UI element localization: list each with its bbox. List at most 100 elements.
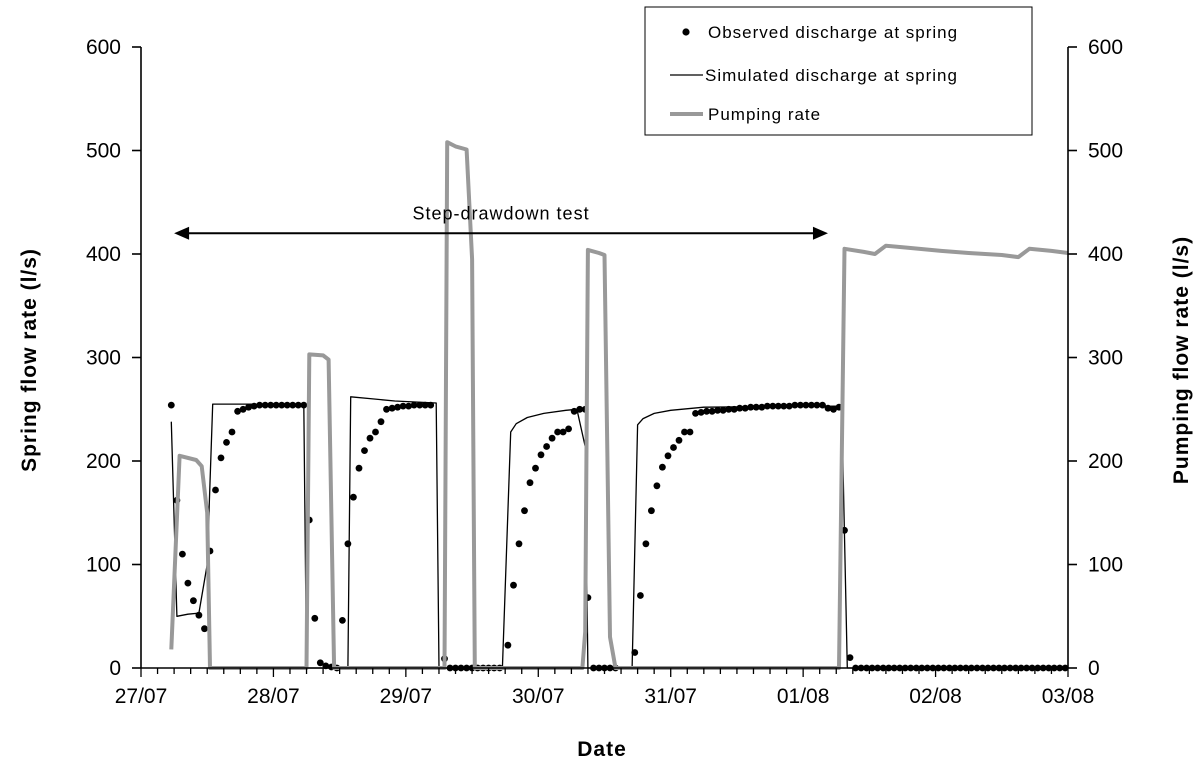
annotation-arrowhead-right bbox=[812, 226, 828, 240]
y-axis-left-title: Spring flow rate (l/s) bbox=[18, 248, 41, 472]
observed-point bbox=[846, 654, 854, 661]
observed-point bbox=[532, 464, 539, 472]
y-tick-label-left: 400 bbox=[86, 243, 121, 266]
x-tick-label: 27/07 bbox=[115, 685, 168, 708]
observed-point bbox=[543, 443, 550, 450]
x-tick-label: 02/08 bbox=[909, 685, 962, 708]
observed-point bbox=[350, 493, 357, 501]
series-simulated-line bbox=[170, 396, 1068, 669]
observed-point bbox=[708, 407, 716, 415]
observed-point bbox=[548, 434, 556, 442]
x-tick-label: 29/07 bbox=[380, 685, 433, 708]
y-tick-label-right: 600 bbox=[1088, 36, 1123, 59]
observed-point bbox=[184, 579, 192, 587]
observed-point bbox=[311, 614, 319, 622]
legend-simulated-label: Simulated discharge at spring bbox=[705, 66, 958, 85]
observed-point bbox=[559, 428, 567, 436]
observed-point bbox=[179, 550, 186, 558]
observed-point bbox=[272, 401, 280, 409]
observed-point bbox=[526, 479, 534, 487]
y-axis-right-title: Pumping flow rate (l/s) bbox=[1170, 236, 1193, 484]
observed-point bbox=[686, 428, 694, 436]
observed-point bbox=[421, 401, 429, 409]
x-tick-label: 01/08 bbox=[777, 685, 830, 708]
observed-point bbox=[653, 482, 661, 490]
observed-point bbox=[670, 444, 677, 451]
axes: 0 0 100 100 200 200 300 300 400 400 500 500 600 600 27… bbox=[86, 36, 1123, 708]
observed-point bbox=[416, 401, 424, 409]
observed-point bbox=[399, 402, 407, 410]
observed-point bbox=[294, 401, 302, 409]
observed-point bbox=[261, 401, 269, 409]
series-observed-markers bbox=[167, 401, 1069, 672]
y-tick-label-left: 0 bbox=[109, 657, 121, 680]
observed-point bbox=[642, 540, 650, 548]
observed-point bbox=[692, 410, 699, 417]
observed-point bbox=[719, 406, 727, 414]
observed-point bbox=[410, 401, 418, 409]
x-axis-title: Date bbox=[577, 738, 627, 761]
annotation-arrowhead-left bbox=[174, 226, 190, 240]
legend-pumping-label: Pumping rate bbox=[708, 105, 821, 124]
observed-point bbox=[405, 402, 412, 410]
observed-point bbox=[339, 617, 346, 624]
legend-observed-marker bbox=[682, 28, 690, 36]
y-tick-label-right: 500 bbox=[1088, 140, 1123, 163]
observed-point bbox=[316, 659, 324, 667]
observed-point bbox=[167, 401, 175, 409]
y-tick-label-left: 300 bbox=[86, 347, 121, 370]
observed-point bbox=[515, 540, 523, 548]
observed-point bbox=[830, 405, 837, 413]
x-tick-label: 31/07 bbox=[644, 685, 697, 708]
observed-point bbox=[239, 405, 247, 413]
observed-point bbox=[675, 436, 683, 444]
observed-point bbox=[344, 540, 352, 548]
observed-point bbox=[372, 428, 379, 436]
legend-observed-label: Observed discharge at spring bbox=[708, 23, 958, 42]
observed-point bbox=[576, 405, 584, 413]
x-tick-label: 03/08 bbox=[1042, 685, 1095, 708]
observed-point bbox=[217, 454, 225, 462]
observed-point bbox=[510, 581, 517, 589]
observed-point bbox=[659, 463, 666, 471]
observed-point bbox=[697, 409, 705, 416]
y-tick-label-left: 500 bbox=[86, 140, 121, 163]
observed-point bbox=[377, 418, 385, 426]
y-tick-label-left: 200 bbox=[86, 450, 121, 473]
y-tick-label-right: 400 bbox=[1088, 243, 1123, 266]
observed-point bbox=[394, 403, 401, 411]
observed-point bbox=[366, 434, 374, 442]
observed-point bbox=[565, 425, 572, 433]
y-tick-label-right: 0 bbox=[1088, 657, 1100, 680]
annotation: Step-drawdown test bbox=[174, 203, 828, 240]
legend: Observed discharge at spring Simulated d… bbox=[644, 6, 1033, 136]
observed-point bbox=[648, 507, 655, 515]
observed-point bbox=[283, 401, 291, 409]
y-tick-label-right: 200 bbox=[1088, 450, 1123, 473]
x-tick-label: 30/07 bbox=[512, 685, 565, 708]
observed-point bbox=[190, 597, 197, 605]
y-tick-label-right: 100 bbox=[1088, 554, 1123, 577]
y-tick-label-left: 600 bbox=[86, 36, 121, 59]
y-tick-label-right: 300 bbox=[1088, 347, 1123, 370]
annotation-label: Step-drawdown test bbox=[412, 203, 589, 223]
observed-point bbox=[223, 439, 230, 446]
observed-point bbox=[201, 625, 208, 633]
y-tick-label-left: 100 bbox=[86, 554, 121, 577]
observed-point bbox=[383, 405, 390, 413]
observed-point bbox=[554, 428, 561, 436]
observed-point bbox=[267, 401, 275, 409]
observed-point bbox=[289, 401, 297, 409]
observed-point bbox=[521, 507, 528, 515]
observed-point bbox=[537, 451, 545, 459]
observed-point bbox=[234, 407, 242, 415]
observed-point bbox=[245, 403, 253, 411]
observed-point bbox=[355, 464, 363, 472]
observed-point bbox=[681, 428, 688, 436]
observed-point bbox=[388, 404, 396, 412]
observed-point bbox=[703, 407, 710, 415]
legend-box bbox=[644, 6, 1033, 136]
observed-point bbox=[212, 486, 219, 494]
observed-point bbox=[228, 428, 236, 436]
